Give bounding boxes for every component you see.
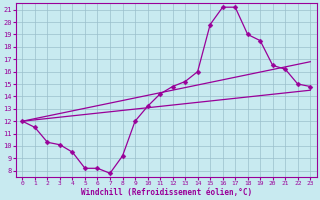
X-axis label: Windchill (Refroidissement éolien,°C): Windchill (Refroidissement éolien,°C) — [81, 188, 252, 197]
